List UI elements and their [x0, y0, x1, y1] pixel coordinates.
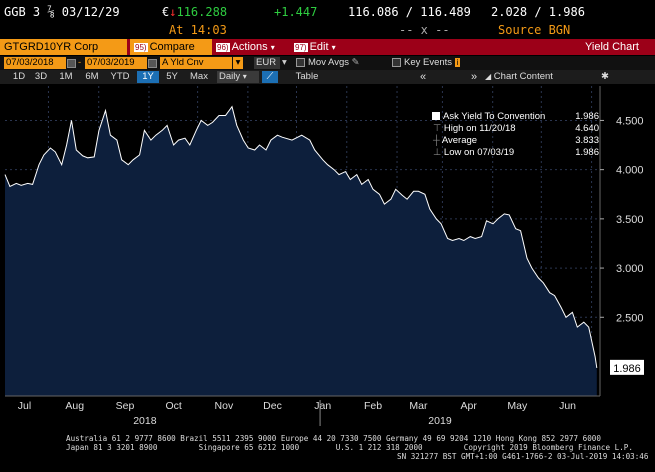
chart-svg: 4.500 4.000 3.500 3.000 2.500 Jul Aug Sep Oct No… — [0, 86, 655, 434]
key-events-toggle[interactable]: Key Events i — [392, 57, 461, 69]
last-price: 116.288 — [176, 5, 228, 19]
footer-copyright: Japan 81 3 3201 8900 Singapore 65 6212 1… — [66, 443, 633, 452]
x-tick-label: Jun — [559, 400, 576, 412]
compare-button[interactable]: 95) Compare — [130, 39, 212, 55]
series-line — [4, 105, 598, 368]
dropdown-arrow-icon: ▾ — [331, 43, 336, 52]
low-marker-icon: ⊥ — [433, 147, 442, 158]
table-button[interactable]: Table — [295, 71, 319, 82]
bid-ask-price: 116.086 / 116.489 — [348, 5, 471, 19]
last-value-box — [610, 359, 644, 375]
checkbox-icon — [296, 57, 305, 67]
start-date-input[interactable]: 07/03/2018 — [4, 57, 66, 69]
placeholder-text: -- x -- — [399, 23, 450, 37]
range-1d[interactable]: 1D — [12, 71, 26, 82]
range-1m[interactable]: 1M — [59, 71, 73, 82]
currency-symbol: € — [162, 5, 170, 19]
x-tick-label: Apr — [461, 400, 478, 412]
x-tick-label: Dec — [263, 400, 282, 412]
x-tick-label: May — [507, 400, 528, 412]
last-value-text: 1.986 — [613, 363, 641, 375]
y-tick-label: 3.000 — [616, 263, 644, 275]
currency-dropdown-icon[interactable]: ▾ — [282, 57, 287, 68]
legend-low-row: ⊥ Low on 07/03/19 1.986 — [433, 147, 599, 158]
yield-chart: 4.500 4.000 3.500 3.000 2.500 Jul Aug Sep Oct No… — [0, 86, 655, 434]
triangle-icon: ◢ — [485, 72, 492, 81]
line-chart-icon[interactable]: ⟋ — [262, 71, 278, 83]
date-controls: 07/03/2018 - 07/03/2019 A Yld Cnv ▾ EUR … — [0, 56, 655, 70]
x-tick-label: Jan — [314, 400, 331, 412]
info-icon: i — [454, 58, 461, 67]
y-axis: 4.500 4.000 3.500 3.000 2.500 — [599, 86, 644, 396]
pricing-source: Source BGN — [498, 23, 571, 37]
expand-icon[interactable]: » — [470, 71, 478, 83]
footer: Australia 61 2 9777 8600 Brazil 5511 239… — [0, 434, 655, 461]
range-1y[interactable]: 1Y — [137, 71, 159, 83]
last-value-label: 1.986 — [610, 359, 644, 375]
collapse-icon[interactable]: « — [419, 71, 427, 83]
chart-content-button[interactable]: ◢ Chart Content — [485, 71, 553, 82]
range-max[interactable]: Max — [190, 71, 208, 82]
y-tick-label: 2.500 — [616, 312, 644, 324]
x-axis: Jul Aug Sep Oct Nov Dec Jan Feb Mar Apr May Jun 2018… — [5, 395, 600, 427]
command-bar: GTGRD10YR Corp 95) Compare 96) Actions ▾ 9… — [0, 39, 655, 55]
footer-session: SN 321277 BST GMT+1:00 G461-1766-2 03-Ju… — [397, 452, 649, 461]
y-tick-label: 4.500 — [616, 115, 644, 127]
page-title: Yield Chart — [584, 41, 639, 53]
legend-title-row: Ask Yield To Convention 1.986 — [425, 111, 603, 123]
legend-average-row: ┼ Average 3.833 — [433, 135, 599, 146]
down-arrow-icon: ↓ — [169, 5, 177, 19]
year-label: 2019 — [428, 415, 452, 427]
ticker-field[interactable]: GTGRD10YR Corp — [0, 39, 127, 55]
field-dropdown-icon[interactable]: ▾ — [233, 57, 243, 69]
x-tick-label: Sep — [116, 400, 135, 412]
high-marker-icon: ⊤ — [433, 123, 442, 134]
x-tick-label: Feb — [364, 400, 382, 412]
end-date-input[interactable]: 07/03/2019 — [85, 57, 147, 69]
chart-legend: Ask Yield To Convention 1.986 ⊤ High on … — [425, 111, 603, 159]
x-tick-label: Oct — [165, 400, 181, 412]
field-select[interactable]: A Yld Cnv — [160, 57, 232, 69]
average-marker-icon: ┼ — [433, 135, 440, 146]
legend-high-row: ⊤ High on 11/20/18 4.640 — [433, 123, 599, 134]
gear-icon[interactable]: ✱ — [601, 71, 609, 82]
dropdown-arrow-icon: ▾ — [270, 43, 275, 52]
x-tick-label: Jul — [18, 400, 31, 412]
y-tick-label: 4.000 — [616, 165, 644, 177]
actions-button[interactable]: 96) Actions ▾ — [216, 41, 275, 53]
period-select[interactable]: Daily ▾ — [217, 71, 259, 83]
calendar-icon[interactable] — [148, 58, 157, 70]
x-tick-label: Mar — [409, 400, 428, 412]
pencil-icon: ✎ — [351, 57, 360, 68]
bid-ask-yield: 2.028 / 1.986 — [491, 5, 585, 19]
range-3d[interactable]: 3D — [34, 71, 48, 82]
quote-header: GGB 3 ⅞ 03/12/29 €↓116.288 +1.447 116.08… — [4, 5, 585, 19]
dropdown-arrow-icon: ▾ — [242, 72, 247, 81]
x-tick-label: Aug — [65, 400, 84, 412]
range-ytd[interactable]: YTD — [110, 71, 130, 82]
series-area — [5, 106, 597, 396]
edit-button[interactable]: 97) Edit ▾ — [294, 41, 336, 53]
security-name: GGB 3 ⅞ 03/12/29 — [4, 5, 120, 19]
checkbox-icon — [392, 57, 401, 67]
mov-avgs-toggle[interactable]: Mov Avgs ✎ — [296, 57, 360, 69]
range-6m[interactable]: 6M — [85, 71, 99, 82]
quote-time: At 14:03 — [169, 23, 227, 37]
calendar-icon[interactable] — [67, 58, 76, 70]
range-5y[interactable]: 5Y — [166, 71, 178, 82]
series-swatch-icon — [432, 112, 440, 121]
price-change: +1.447 — [274, 5, 318, 19]
currency-select[interactable]: EUR — [254, 57, 280, 69]
y-tick-label: 3.500 — [616, 214, 644, 226]
x-tick-label: Nov — [215, 400, 234, 412]
year-label: 2018 — [133, 415, 157, 427]
footer-contacts: Australia 61 2 9777 8600 Brazil 5511 239… — [66, 434, 601, 443]
range-selector: 1D 3D 1M 6M YTD 1Y 5Y Max Daily ▾ ⟋ Tabl… — [0, 70, 655, 84]
